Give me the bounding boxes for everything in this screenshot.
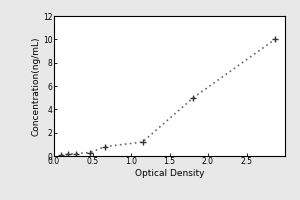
X-axis label: Optical Density: Optical Density xyxy=(135,169,204,178)
Y-axis label: Concentration(ng/mL): Concentration(ng/mL) xyxy=(31,36,40,136)
